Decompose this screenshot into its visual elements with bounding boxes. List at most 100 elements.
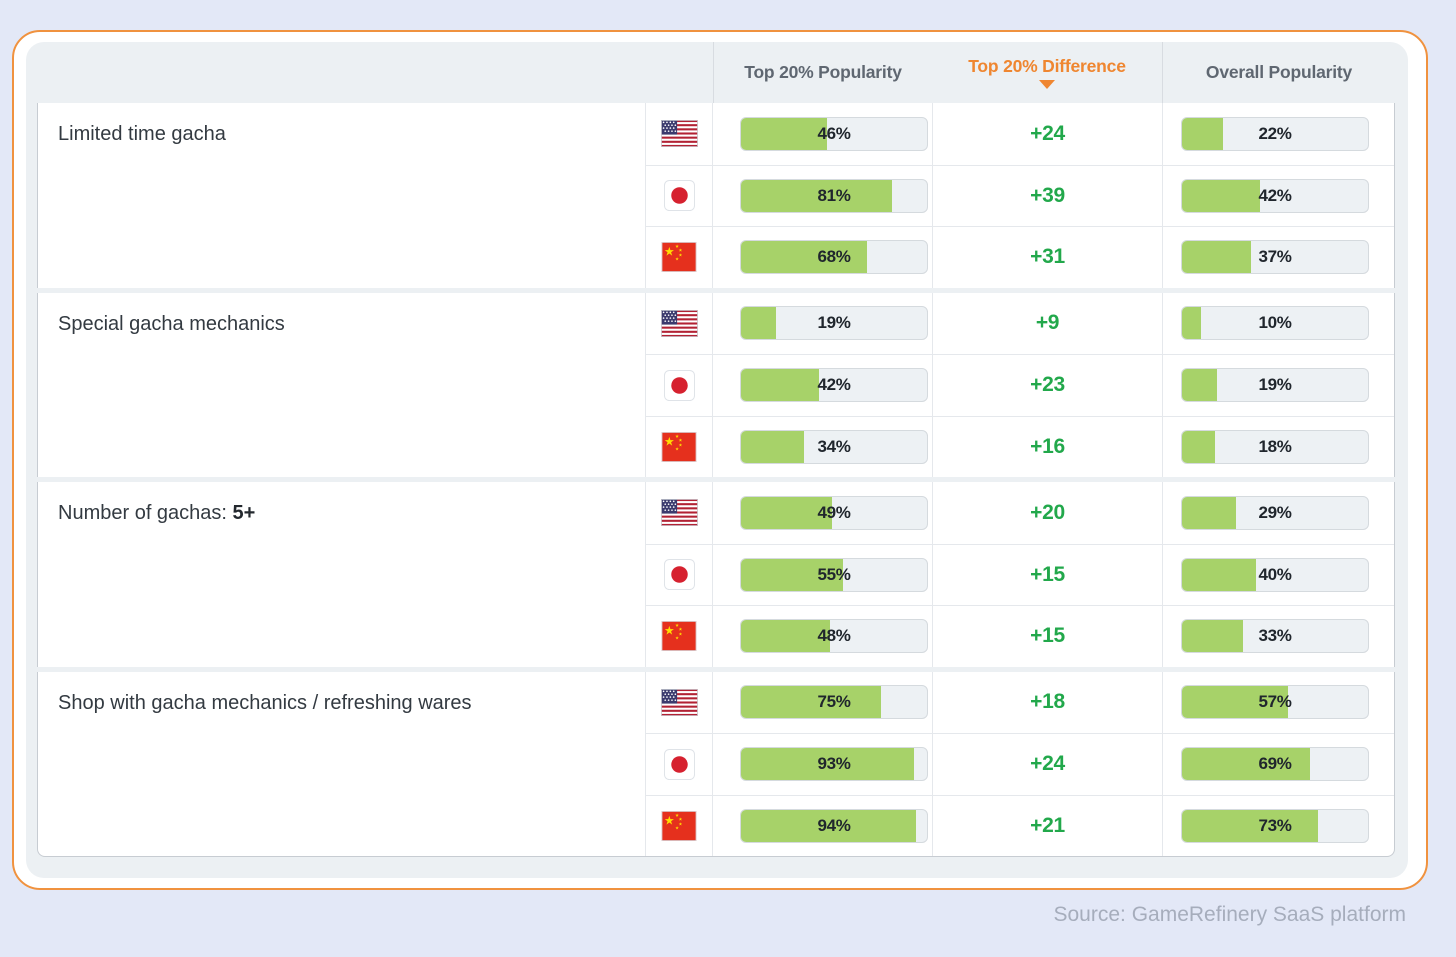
difference-value: +15 xyxy=(1030,562,1065,586)
table-panel: Top 20% Popularity Top 20% Difference Ov… xyxy=(26,42,1408,878)
flag-cell xyxy=(645,543,713,605)
bar-fill xyxy=(741,620,831,653)
overall-bar-cell: 69% xyxy=(1162,733,1394,795)
us-flag-icon xyxy=(661,310,698,337)
china-flag-icon xyxy=(661,242,697,272)
overall-popularity-bar: 18% xyxy=(1181,429,1369,464)
table-header-row: Top 20% Popularity Top 20% Difference Ov… xyxy=(37,42,1395,103)
japan-flag-icon xyxy=(664,749,695,780)
overall-popularity-bar: 57% xyxy=(1181,685,1369,720)
top20-bar-cell: 19% xyxy=(713,293,932,355)
column-header-label: Overall Popularity xyxy=(1205,62,1353,82)
overall-bar-cell: 10% xyxy=(1162,292,1394,354)
difference-cell: +39 xyxy=(932,164,1162,226)
flag-cell xyxy=(645,733,713,795)
bar-value: 73% xyxy=(1258,815,1292,835)
flag-cell xyxy=(645,415,713,477)
bar-value: 55% xyxy=(817,564,851,584)
bar-fill xyxy=(741,369,820,402)
difference-cell: +31 xyxy=(932,226,1162,288)
difference-value: +18 xyxy=(1030,690,1065,714)
bar-fill xyxy=(741,117,827,150)
top20-bar-cell: 94% xyxy=(713,794,932,857)
top20-bar-cell: 75% xyxy=(713,672,932,734)
overall-bar-cell: 57% xyxy=(1162,671,1394,733)
difference-cell: +24 xyxy=(932,103,1162,165)
overall-popularity-bar: 33% xyxy=(1181,619,1369,654)
japan-flag-icon xyxy=(664,180,695,211)
top20-bar-cell: 48% xyxy=(713,605,932,667)
bar-fill xyxy=(1182,117,1223,150)
feature-label: Special gacha mechanics xyxy=(38,293,645,478)
top20-popularity-bar: 75% xyxy=(740,685,928,720)
bar-value: 75% xyxy=(817,692,851,712)
bar-value: 42% xyxy=(1258,185,1292,205)
overall-popularity-bar: 22% xyxy=(1181,116,1369,151)
overall-popularity-bar: 29% xyxy=(1181,495,1369,530)
column-header-overall-popularity[interactable]: Overall Popularity xyxy=(1162,42,1395,103)
top20-bar-cell: 93% xyxy=(713,733,932,795)
source-attribution: Source: GameRefinery SaaS platform xyxy=(1053,903,1407,926)
overall-popularity-bar: 37% xyxy=(1181,240,1369,275)
bar-value: 81% xyxy=(817,185,851,205)
china-flag-icon xyxy=(661,811,697,841)
bar-value: 10% xyxy=(1258,313,1292,333)
difference-value: +24 xyxy=(1030,121,1065,145)
overall-popularity-bar: 40% xyxy=(1181,557,1369,592)
overall-bar-cell: 37% xyxy=(1162,226,1394,288)
bar-value: 19% xyxy=(1258,375,1292,395)
bar-value: 40% xyxy=(1258,564,1292,584)
bar-fill xyxy=(1182,179,1261,212)
difference-value: +23 xyxy=(1030,373,1065,397)
bar-value: 94% xyxy=(817,815,851,835)
difference-cell: +18 xyxy=(932,671,1162,733)
overall-bar-cell: 18% xyxy=(1162,415,1394,477)
bar-value: 22% xyxy=(1258,123,1292,143)
difference-value: +16 xyxy=(1030,434,1065,458)
difference-cell: +15 xyxy=(932,543,1162,605)
bar-fill xyxy=(1182,496,1236,529)
top20-bar-cell: 68% xyxy=(713,226,932,288)
group-separator xyxy=(37,477,1395,482)
bar-fill xyxy=(1182,558,1257,591)
top20-popularity-bar: 42% xyxy=(740,368,928,403)
flag-cell xyxy=(645,605,713,667)
feature-label-text: Limited time gacha xyxy=(58,123,226,145)
column-header-label: Top 20% Popularity xyxy=(744,62,902,82)
us-flag-icon xyxy=(661,499,698,526)
bar-fill xyxy=(1182,369,1218,402)
bar-value: 34% xyxy=(817,436,851,456)
overall-bar-cell: 73% xyxy=(1162,794,1394,856)
difference-cell: +16 xyxy=(932,415,1162,477)
top20-popularity-bar: 49% xyxy=(740,495,928,530)
overall-popularity-bar: 69% xyxy=(1181,747,1369,782)
chart-card: Top 20% Popularity Top 20% Difference Ov… xyxy=(12,30,1428,890)
bar-value: 18% xyxy=(1258,436,1292,456)
us-flag-icon xyxy=(661,689,698,716)
bar-fill xyxy=(741,307,777,340)
top20-popularity-bar: 48% xyxy=(740,619,928,654)
feature-group-special-gacha-mechanics: Special gacha mechanics 19% +9 10% 42% +… xyxy=(38,292,1394,478)
bar-value: 42% xyxy=(817,375,851,395)
bar-value: 93% xyxy=(817,754,851,774)
column-header-top20-difference[interactable]: Top 20% Difference xyxy=(932,42,1162,103)
feature-label: Limited time gacha xyxy=(38,103,645,288)
flag-cell xyxy=(645,794,713,856)
table-body: Limited time gacha 46% +24 22% 81% +39 4… xyxy=(37,103,1395,857)
bar-fill xyxy=(741,748,914,781)
feature-group-limited-time-gacha: Limited time gacha 46% +24 22% 81% +39 4… xyxy=(38,103,1394,288)
top20-popularity-bar: 93% xyxy=(740,747,928,782)
difference-value: +15 xyxy=(1030,624,1065,648)
bar-value: 37% xyxy=(1258,247,1292,267)
bar-fill xyxy=(741,686,881,719)
flag-cell xyxy=(645,354,713,416)
feature-group-shop-with-gacha-mechanics: Shop with gacha mechanics / refreshing w… xyxy=(38,671,1394,857)
header-flag-spacer xyxy=(645,42,713,103)
column-header-top20-popularity[interactable]: Top 20% Popularity xyxy=(713,42,932,103)
overall-bar-cell: 42% xyxy=(1162,164,1394,226)
bar-fill xyxy=(1182,809,1318,842)
feature-label-bold: 5+ xyxy=(232,502,256,524)
overall-bar-cell: 33% xyxy=(1162,605,1394,667)
column-header-label: Top 20% Difference xyxy=(968,56,1126,76)
